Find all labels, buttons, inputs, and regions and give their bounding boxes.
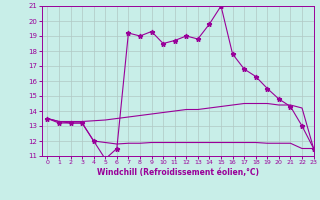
X-axis label: Windchill (Refroidissement éolien,°C): Windchill (Refroidissement éolien,°C) — [97, 168, 259, 177]
